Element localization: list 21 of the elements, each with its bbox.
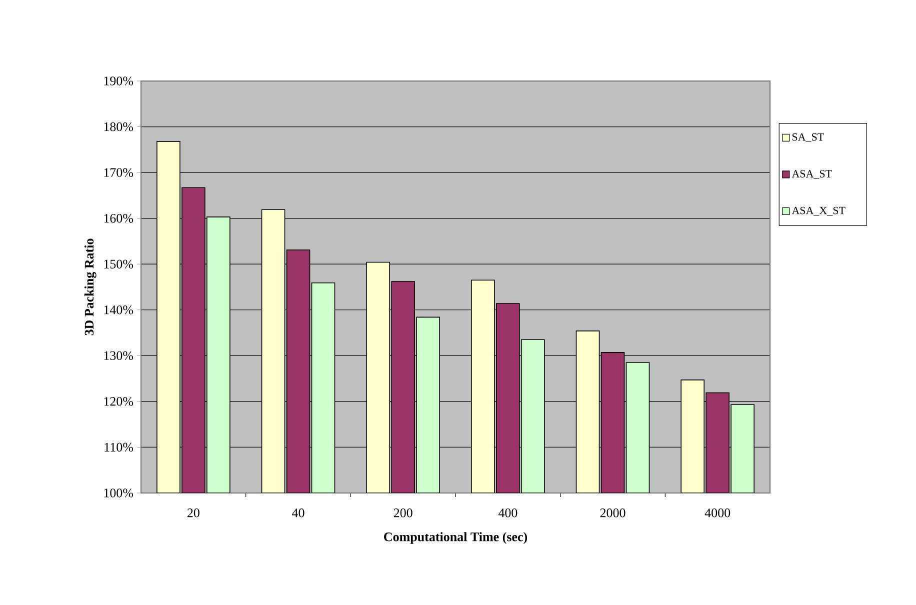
x-tick-label: 400	[498, 508, 518, 518]
y-tick-label: 140%	[104, 305, 134, 314]
y-axis-title: 3D Packing Ratio	[84, 238, 96, 336]
legend-label: ASA_X_ST	[792, 206, 846, 216]
y-tick-label: 120%	[104, 397, 134, 406]
x-tick-label: 4000	[704, 508, 730, 518]
x-tick-label: 200	[394, 508, 412, 518]
y-tick-label: 190%	[104, 76, 134, 86]
x-tick-label: 40	[292, 508, 304, 518]
x-tick-label: 2000	[600, 508, 626, 518]
y-tick-label: 150%	[104, 260, 134, 269]
legend-label: SA_ST	[792, 133, 824, 142]
legend-label: ASA_ST	[792, 170, 832, 179]
y-tick-label: 160%	[104, 214, 134, 223]
x-axis-title: Computational Time (sec)	[384, 532, 528, 544]
y-tick-label: 100%	[104, 488, 134, 498]
y-tick-label: 180%	[104, 122, 134, 132]
y-tick-label: 170%	[104, 168, 134, 177]
x-tick-label: 20	[188, 508, 200, 518]
y-tick-label: 130%	[104, 351, 134, 360]
y-tick-label: 110%	[104, 442, 134, 452]
